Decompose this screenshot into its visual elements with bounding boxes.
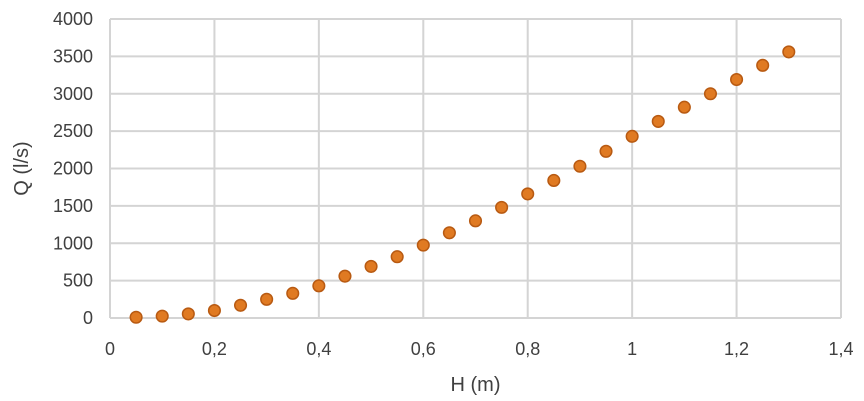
data-point xyxy=(625,129,639,143)
data-point xyxy=(468,214,483,228)
x-tick-label: 0 xyxy=(105,339,115,359)
y-tick-label: 2000 xyxy=(53,159,93,179)
y-tick-label: 1000 xyxy=(53,233,93,253)
data-point xyxy=(599,144,613,158)
x-tick-label: 1,4 xyxy=(828,339,853,359)
y-tick-label: 4000 xyxy=(53,9,93,29)
data-point xyxy=(155,309,169,323)
y-axis-title: Q (l/s) xyxy=(11,141,33,195)
data-point xyxy=(756,58,770,72)
data-point xyxy=(573,159,587,173)
x-axis-ticks: 0 0,2 0,4 0,6 0,8 1 1,2 1,4 xyxy=(105,339,854,359)
data-point xyxy=(703,87,718,101)
data-point xyxy=(338,269,352,283)
data-point xyxy=(286,286,300,300)
data-point xyxy=(651,114,665,128)
y-tick-label: 3500 xyxy=(53,46,93,66)
x-tick-label: 0,8 xyxy=(515,339,540,359)
data-point xyxy=(364,259,378,273)
x-tick-label: 1,2 xyxy=(724,339,749,359)
data-point xyxy=(521,187,535,201)
data-point xyxy=(677,100,691,114)
data-point xyxy=(782,45,796,59)
horizontal-gridlines xyxy=(110,18,841,319)
y-tick-label: 3000 xyxy=(53,84,93,104)
data-point xyxy=(207,303,221,318)
x-tick-label: 0,6 xyxy=(411,339,436,359)
data-point xyxy=(495,200,509,214)
y-axis-ticks: 0 500 1000 1500 2000 2500 3000 3500 4000 xyxy=(53,9,93,328)
data-point xyxy=(547,173,561,188)
data-point xyxy=(730,72,744,87)
data-point xyxy=(390,250,404,264)
data-point xyxy=(129,310,143,324)
data-point xyxy=(181,307,195,321)
data-point xyxy=(442,226,456,240)
data-point xyxy=(233,298,248,312)
data-point xyxy=(260,292,274,306)
y-tick-label: 500 xyxy=(63,271,93,291)
y-tick-label: 0 xyxy=(83,308,93,328)
data-points xyxy=(129,45,796,324)
x-tick-label: 1 xyxy=(627,339,637,359)
x-tick-label: 0,2 xyxy=(202,339,227,359)
data-point xyxy=(416,238,430,252)
data-point xyxy=(312,279,326,293)
y-tick-label: 2500 xyxy=(53,121,93,141)
x-tick-label: 0,4 xyxy=(306,339,331,359)
x-axis-title: H (m) xyxy=(451,374,501,396)
y-tick-label: 1500 xyxy=(53,196,93,216)
